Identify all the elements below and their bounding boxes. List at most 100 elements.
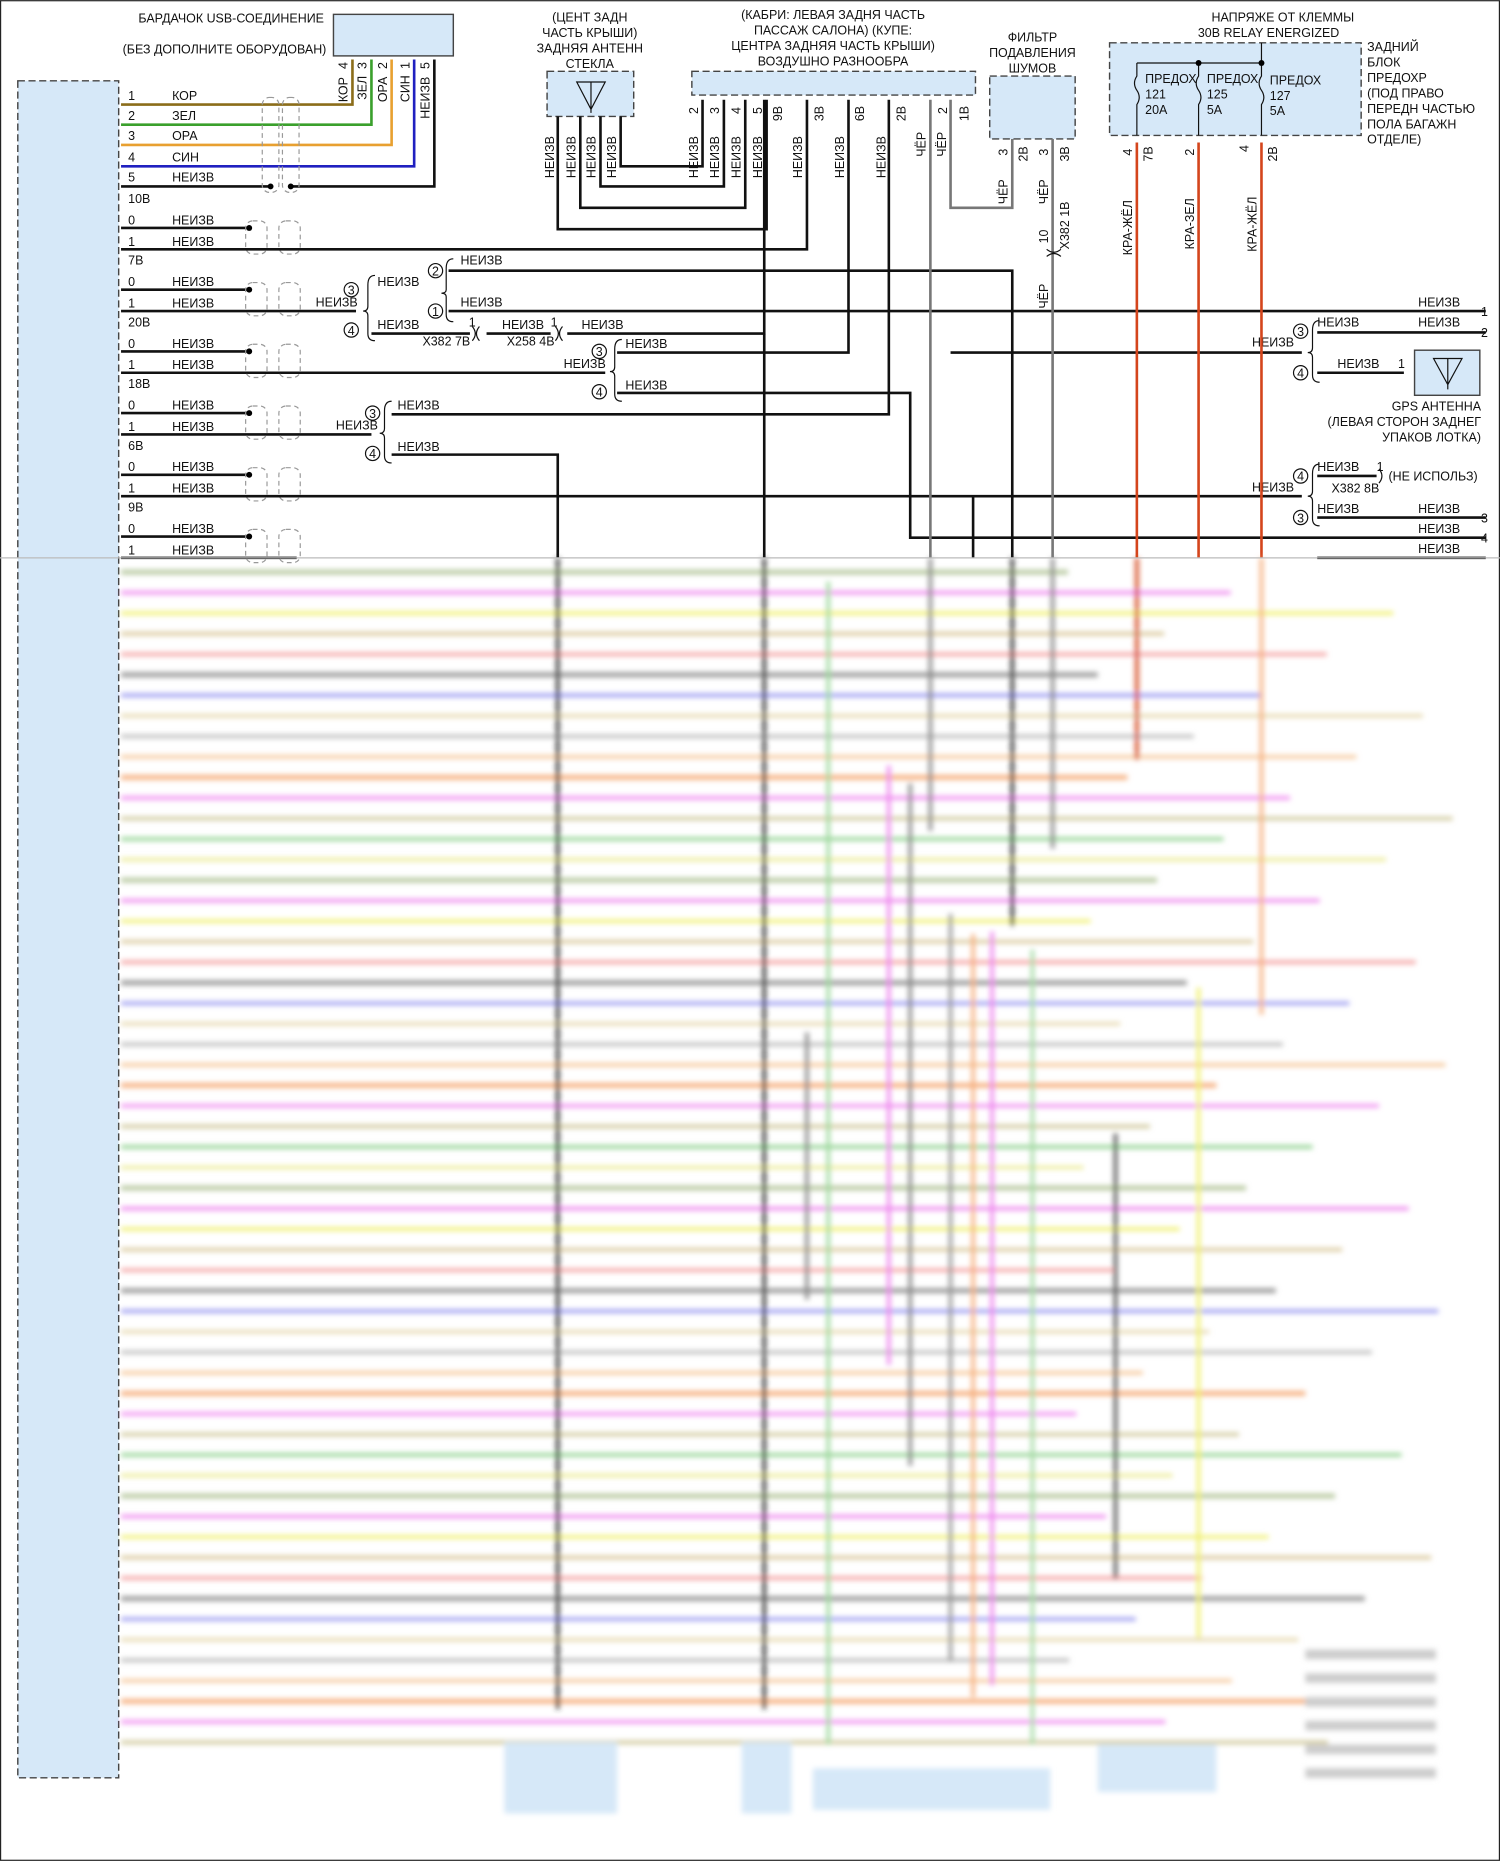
diagram-label: 2В <box>1266 146 1280 161</box>
diagram-label: X382 8В <box>1331 482 1379 496</box>
shield <box>245 528 268 564</box>
diagram-label: 1 <box>1377 460 1384 474</box>
usb-subtitle: (БЕЗ ДОПОЛНИТЕ ОБОРУДОВАН) <box>123 43 327 57</box>
diagram-label: НЕИЗВ <box>1252 336 1294 350</box>
diagram-label: 4 <box>128 151 135 165</box>
wire-label: НЕИЗВ <box>172 296 214 310</box>
diagram-label: 4 <box>1481 531 1488 545</box>
usb-row-labels: 1 КОР 2 ЗЕЛ 3 ОРА 4 СИН 5 НЕИЗВ 10В <box>128 89 214 206</box>
gps-antenna[interactable]: GPS АНТЕННА (ЛЕВАЯ СТОРОН ЗАДНЕГ УПАКОВ … <box>1328 349 1482 445</box>
power-wires: КРА-ЖЁЛ КРА-ЗЕЛ КРА-ЖЁЛ <box>1121 142 1263 558</box>
diagram-label: НЕИЗВ <box>833 136 847 178</box>
wire-label: НЕИЗВ <box>172 543 214 557</box>
diagram-label: НЕИЗВ <box>605 136 619 178</box>
diagram-label: КОР <box>172 89 197 103</box>
group-label: 10В <box>128 192 150 206</box>
diagram-label: 4 <box>1237 145 1251 152</box>
diagram-label: 9В <box>128 501 143 515</box>
shield <box>278 528 301 564</box>
diagram-label: 3 <box>997 149 1011 156</box>
pin-number: 1 <box>128 235 135 249</box>
diagram-label: 1 <box>469 315 476 329</box>
group-labels: 7В 20В 18В 6В 9В <box>128 254 150 515</box>
diagram-label: 2В <box>1017 146 1031 161</box>
shielded-pairs: 0 НЕИЗВ 1 НЕИЗВ 0 НЕИЗВ 1 НЕИЗВ 0 НЕИЗВ 1 НЕИЗВ 0 НЕИ… <box>121 213 606 564</box>
wire-color-label: СИН <box>398 75 412 102</box>
diagram-label: X382 7В <box>422 334 470 348</box>
shield <box>245 467 268 502</box>
diagram-label: НЕИЗВ <box>172 171 214 185</box>
diagram-label: НЕИЗВ <box>625 378 667 392</box>
usb-title: БАРДАЧОК USB-СОЕДИНЕНИЕ <box>138 12 324 26</box>
diagram-label: 3В <box>813 106 827 121</box>
diagram-label: 3 <box>1481 511 1488 525</box>
diagram-label: 2 <box>687 107 701 114</box>
diagram-label: НЕИЗВ <box>708 136 722 178</box>
pin-number: 1 <box>128 543 135 557</box>
diagram-label: НЕИЗВ <box>1418 522 1460 536</box>
wire-label: НЕИЗВ <box>172 235 214 249</box>
pin-number: 1 <box>128 296 135 310</box>
diagram-label: 3 <box>1037 149 1051 156</box>
diagram-label: ПЕРЕДН ЧАСТЬЮ <box>1367 102 1475 116</box>
diagram-label: ВОЗДУШНО РАЗНООБРА <box>758 54 909 68</box>
diagram-label: 2 <box>128 109 135 123</box>
wire-color-label: ЗЕЛ <box>356 76 370 100</box>
wire-label: НЕИЗВ <box>172 420 214 434</box>
diagram-label: 30В RELAY ENERGIZED <box>1198 26 1339 40</box>
diagram-label: ЧЁР <box>915 132 929 157</box>
main-module-box[interactable] <box>17 80 120 1779</box>
diagram-label: 125 <box>1207 88 1228 102</box>
diagram-label: 9В <box>771 106 785 121</box>
blurred-component <box>1097 1744 1217 1793</box>
diagram-label: НЕИЗВ <box>1418 502 1460 516</box>
diagram-label: GPS АНТЕННА <box>1392 400 1482 414</box>
diagram-label: КРА-ЖЁЛ <box>1246 197 1260 252</box>
noise-filter[interactable]: ФИЛЬТР ПОДАВЛЕНИЯ ШУМОВ 3 2В 3 3В ЧЁР ЧЁ… <box>989 31 1076 309</box>
splice-dot <box>246 348 253 355</box>
diagram-label: 2В <box>894 106 908 121</box>
rear-fuse-block[interactable]: НАПРЯЖЕ ОТ КЛЕММЫ 30В RELAY ENERGIZED ПР… <box>1108 10 1476 162</box>
diagram-label: 2 <box>936 107 950 114</box>
diagram-label: ЧЁР <box>1037 284 1051 309</box>
antenna-wires: НЕИЗВ НЕИЗВ НЕИЗВ НЕИЗВ <box>543 99 768 231</box>
diagram-label: 1 <box>1398 357 1405 371</box>
diagram-label: НЕИЗВ <box>564 357 606 371</box>
diagram-label: НЕИЗВ <box>751 136 765 178</box>
diagram-label: 3 <box>1297 325 1304 339</box>
diversity-pins: 2 3 4 5 9В 3В 6В 2В 2 1В НЕИЗВ НЕИЗВ НЕИ… <box>687 106 972 178</box>
splice-dot <box>246 286 253 293</box>
pin-number: 0 <box>128 460 135 474</box>
diversity-antenna-module[interactable]: (КАБРИ: ЛЕВАЯ ЗАДНЯ ЧАСТЬ ПАССАЖ САЛОНА)… <box>691 8 977 96</box>
diagram-label: КРА-ЗЕЛ <box>1183 198 1197 249</box>
diagram-label: ЧЁР <box>935 132 949 157</box>
diagram-label: 3 <box>128 129 135 143</box>
shield <box>278 405 301 440</box>
blurred-legend-item <box>1305 1768 1436 1778</box>
diagram-label: X258 4В <box>507 334 555 348</box>
diagram-label: НЕИЗВ <box>585 136 599 178</box>
diagram-label: ПАССАЖ САЛОНА) (КУПЕ: <box>754 24 912 38</box>
diagram-label: 5 <box>751 107 765 114</box>
diagram-label: 1 <box>551 315 558 329</box>
diagram-label: 1 <box>128 89 135 103</box>
usb-connector[interactable]: БАРДАЧОК USB-СОЕДИНЕНИЕ (БЕЗ ДОПОЛНИТЕ О… <box>123 12 455 119</box>
diagram-label: 3 <box>596 345 603 359</box>
wire-label: НЕИЗВ <box>172 399 214 413</box>
diagram-label: НЕИЗВ <box>543 136 557 178</box>
diagram-label: (ЛЕВАЯ СТОРОН ЗАДНЕГ <box>1328 415 1482 429</box>
diagram-label: НЕИЗВ <box>1317 315 1359 329</box>
diagram-label: НЕИЗВ <box>398 440 440 454</box>
diagram-label: 2 <box>1183 149 1197 156</box>
splice-dot <box>246 410 253 417</box>
antenna-icon <box>575 81 607 113</box>
pin-number: 1 <box>128 358 135 372</box>
diagram-label: НАПРЯЖЕ ОТ КЛЕММЫ <box>1211 10 1354 24</box>
blurred-lower-section <box>121 557 1453 1814</box>
wire-label: НЕИЗВ <box>172 522 214 536</box>
wire-label: НЕИЗВ <box>172 275 214 289</box>
rear-window-antenna[interactable]: (ЦЕНТ ЗАДН ЧАСТЬ КРЫШИ) ЗАДНЯЯ АНТЕНН СТ… <box>537 10 643 118</box>
diagram-label: 1 <box>1481 305 1488 319</box>
shield <box>278 467 301 502</box>
diagram-label: 3 <box>348 283 355 297</box>
